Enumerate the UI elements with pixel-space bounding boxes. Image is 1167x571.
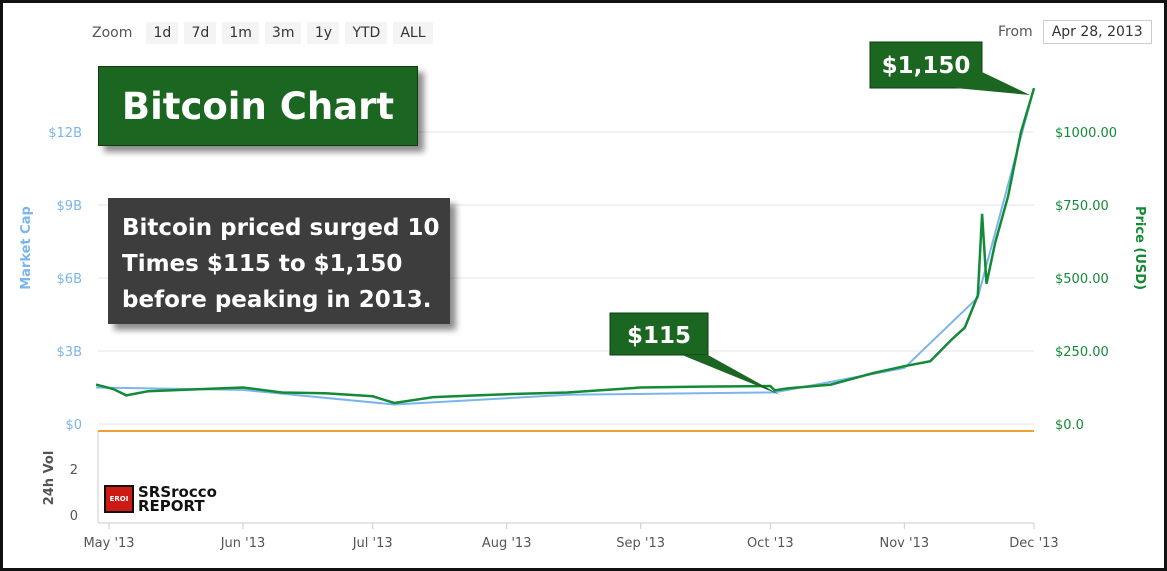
left-axis-tick-label: $12B <box>48 126 82 141</box>
annotation-note: Bitcoin priced surged 10 Times $115 to $… <box>108 198 450 324</box>
x-axis-tick-label: Sep '13 <box>616 536 665 551</box>
zoom-all-button[interactable]: ALL <box>393 22 433 44</box>
zoom-3m-button[interactable]: 3m <box>264 22 302 44</box>
x-axis-tick-label: Jun '13 <box>220 536 266 551</box>
low-price-callout-label: $115 <box>627 323 691 349</box>
x-axis-tick-label: May '13 <box>83 536 134 551</box>
right-axis-ticks: $0.0 $250.00 $500.00 $750.00 $1000.00 <box>1055 126 1117 433</box>
right-axis-label: Price (USD) <box>1132 206 1147 290</box>
volume-axis-tick-label: 0 <box>70 509 78 524</box>
from-date-input[interactable]: Apr 28, 2013 <box>1042 20 1152 44</box>
right-axis-tick-label: $0.0 <box>1055 418 1084 433</box>
volume-axis-ticks: 02 <box>70 463 78 524</box>
zoom-ytd-button[interactable]: YTD <box>345 22 388 44</box>
right-axis-tick-label: $500.00 <box>1055 272 1109 287</box>
low-price-callout: $115 <box>609 312 780 395</box>
left-axis-tick-label: $0 <box>65 418 82 433</box>
volume-axis-label: 24h Vol <box>42 451 57 506</box>
zoom-7d-button[interactable]: 7d <box>184 22 217 44</box>
x-axis-tick-label: Aug '13 <box>482 536 532 551</box>
zoom-1m-button[interactable]: 1m <box>222 22 259 44</box>
chart-title: Bitcoin Chart <box>121 84 395 128</box>
left-axis-label: Market Cap <box>19 206 34 290</box>
zoom-1y-button[interactable]: 1y <box>307 22 340 44</box>
note-line-3: before peaking in 2013. <box>122 287 432 313</box>
high-price-callout-label: $1,150 <box>882 53 971 79</box>
date-range-from: From Apr 28, 2013 <box>998 20 1152 44</box>
high-price-callout: $1,150 <box>869 41 1030 95</box>
from-label: From <box>998 24 1033 40</box>
market-cap-series-line <box>95 87 1035 406</box>
note-line-2: Times $115 to $1,150 <box>122 251 403 277</box>
volume-axis-tick-label: 2 <box>70 463 78 478</box>
x-axis-tick-label: Dec '13 <box>1009 536 1058 551</box>
chart-title-banner: Bitcoin Chart <box>98 66 418 146</box>
logo-mark-icon: EROI <box>104 485 134 513</box>
zoom-toolbar: Zoom 1d 7d 1m 3m 1y YTD ALL <box>92 22 433 44</box>
right-axis-tick-label: $250.00 <box>1055 345 1109 360</box>
left-axis-tick-label: $3B <box>57 345 82 360</box>
price-series-line <box>95 87 1036 405</box>
right-axis-tick-label: $1000.00 <box>1055 126 1117 141</box>
x-axis-ticks: May '13 Jun '13 Jul '13 Aug '13 Sep '13 Oct '… <box>83 523 1059 551</box>
note-line-1: Bitcoin priced surged 10 <box>122 215 440 241</box>
left-axis-ticks: $0 $3B $6B $9B $12B <box>48 126 82 433</box>
left-axis-tick-label: $6B <box>57 272 82 287</box>
zoom-1d-button[interactable]: 1d <box>146 22 179 44</box>
x-axis-tick-label: Nov '13 <box>880 536 930 551</box>
right-axis-tick-label: $750.00 <box>1055 199 1109 214</box>
grid-lines <box>97 131 1034 524</box>
x-axis-tick-label: Jul '13 <box>352 536 393 551</box>
srsrocco-logo: EROI SRSrocco REPORT <box>104 483 217 515</box>
zoom-label: Zoom <box>92 25 133 41</box>
logo-line-1: SRSrocco <box>138 483 217 501</box>
x-axis-tick-label: Oct '13 <box>747 536 794 551</box>
logo-line-2: REPORT <box>138 497 205 515</box>
left-axis-tick-label: $9B <box>57 199 82 214</box>
